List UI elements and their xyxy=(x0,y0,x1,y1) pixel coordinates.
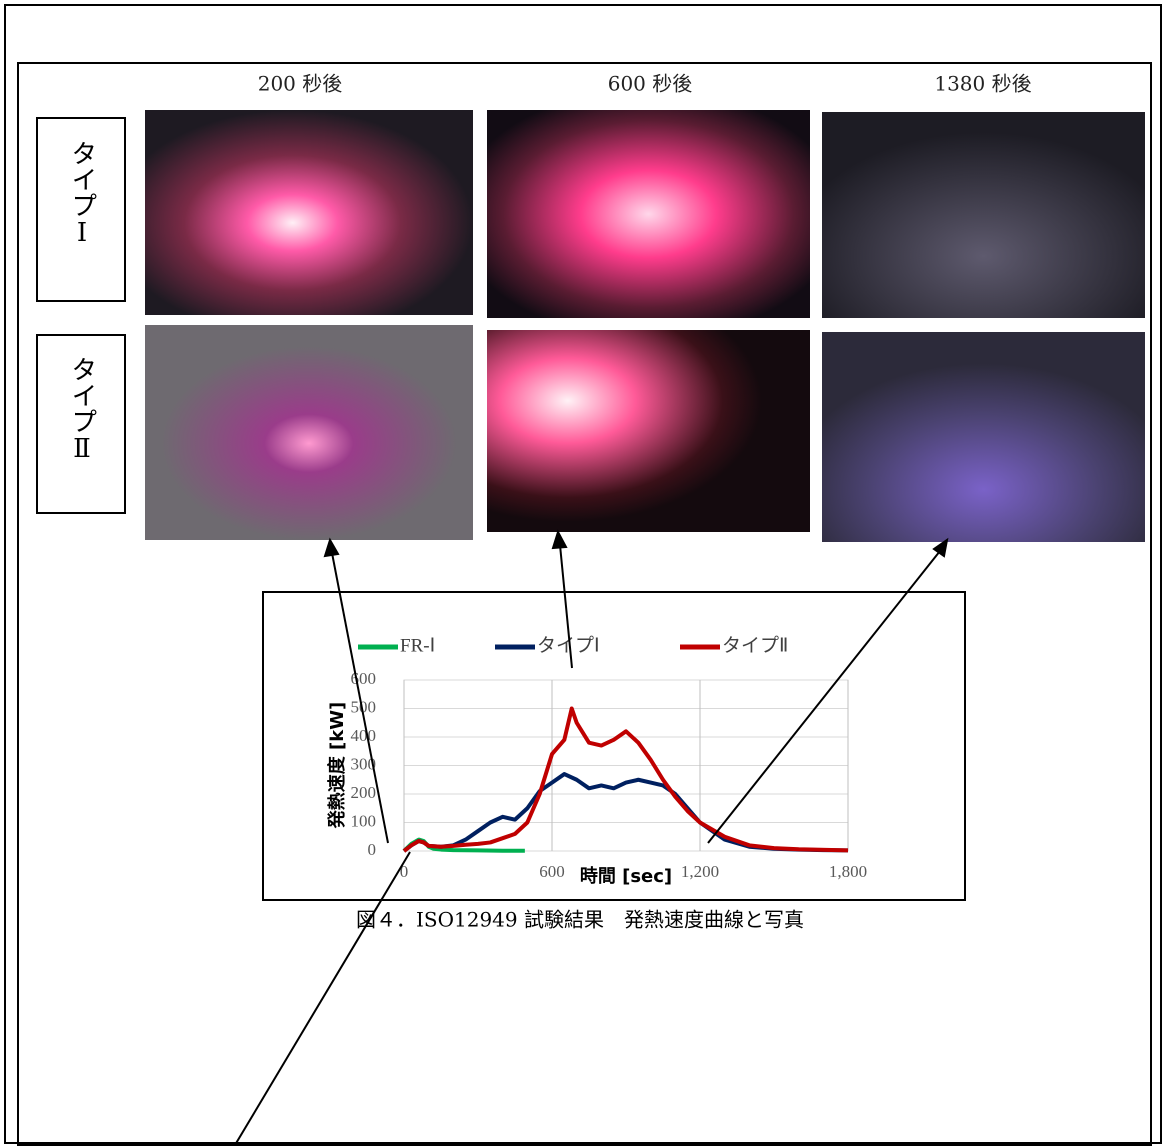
photo xyxy=(145,325,473,540)
y-tick-label: 400 xyxy=(351,726,377,745)
x-axis-label: 時間 [sec] xyxy=(580,866,672,887)
legend-label: FR-Ⅰ xyxy=(400,635,435,656)
arrow-head xyxy=(553,532,566,548)
y-tick-label: 0 xyxy=(368,840,377,859)
photo xyxy=(487,110,810,318)
arrow-head xyxy=(325,540,338,556)
column-header: 1380 秒後 xyxy=(934,72,1031,96)
photo xyxy=(822,112,1145,318)
y-tick-label: 100 xyxy=(351,811,377,830)
photo xyxy=(822,332,1145,542)
legend-label: タイプⅡ xyxy=(722,634,788,656)
arrow-head xyxy=(934,540,947,556)
row-label: タイプⅡ xyxy=(67,356,97,464)
x-tick-label: 0 xyxy=(400,862,409,881)
y-tick-label: 200 xyxy=(351,783,377,802)
row-label: タイプⅠ xyxy=(67,140,97,248)
column-header: 600 秒後 xyxy=(608,72,693,96)
caption: 図４．ISO12949 試験結果 発熱速度曲線と写真 xyxy=(356,908,804,932)
column-header: 200 秒後 xyxy=(258,72,343,96)
y-axis-label: 発熱速度 [kW] xyxy=(326,702,348,830)
photo xyxy=(145,110,473,315)
photo xyxy=(487,330,810,532)
x-tick-label: 1,800 xyxy=(829,862,867,881)
x-tick-label: 600 xyxy=(539,862,565,881)
x-tick-label: 1,200 xyxy=(681,862,719,881)
figure: 200 秒後 600 秒後 1380 秒後 タイプⅠ タイプⅡ 01002003… xyxy=(0,0,1166,1147)
